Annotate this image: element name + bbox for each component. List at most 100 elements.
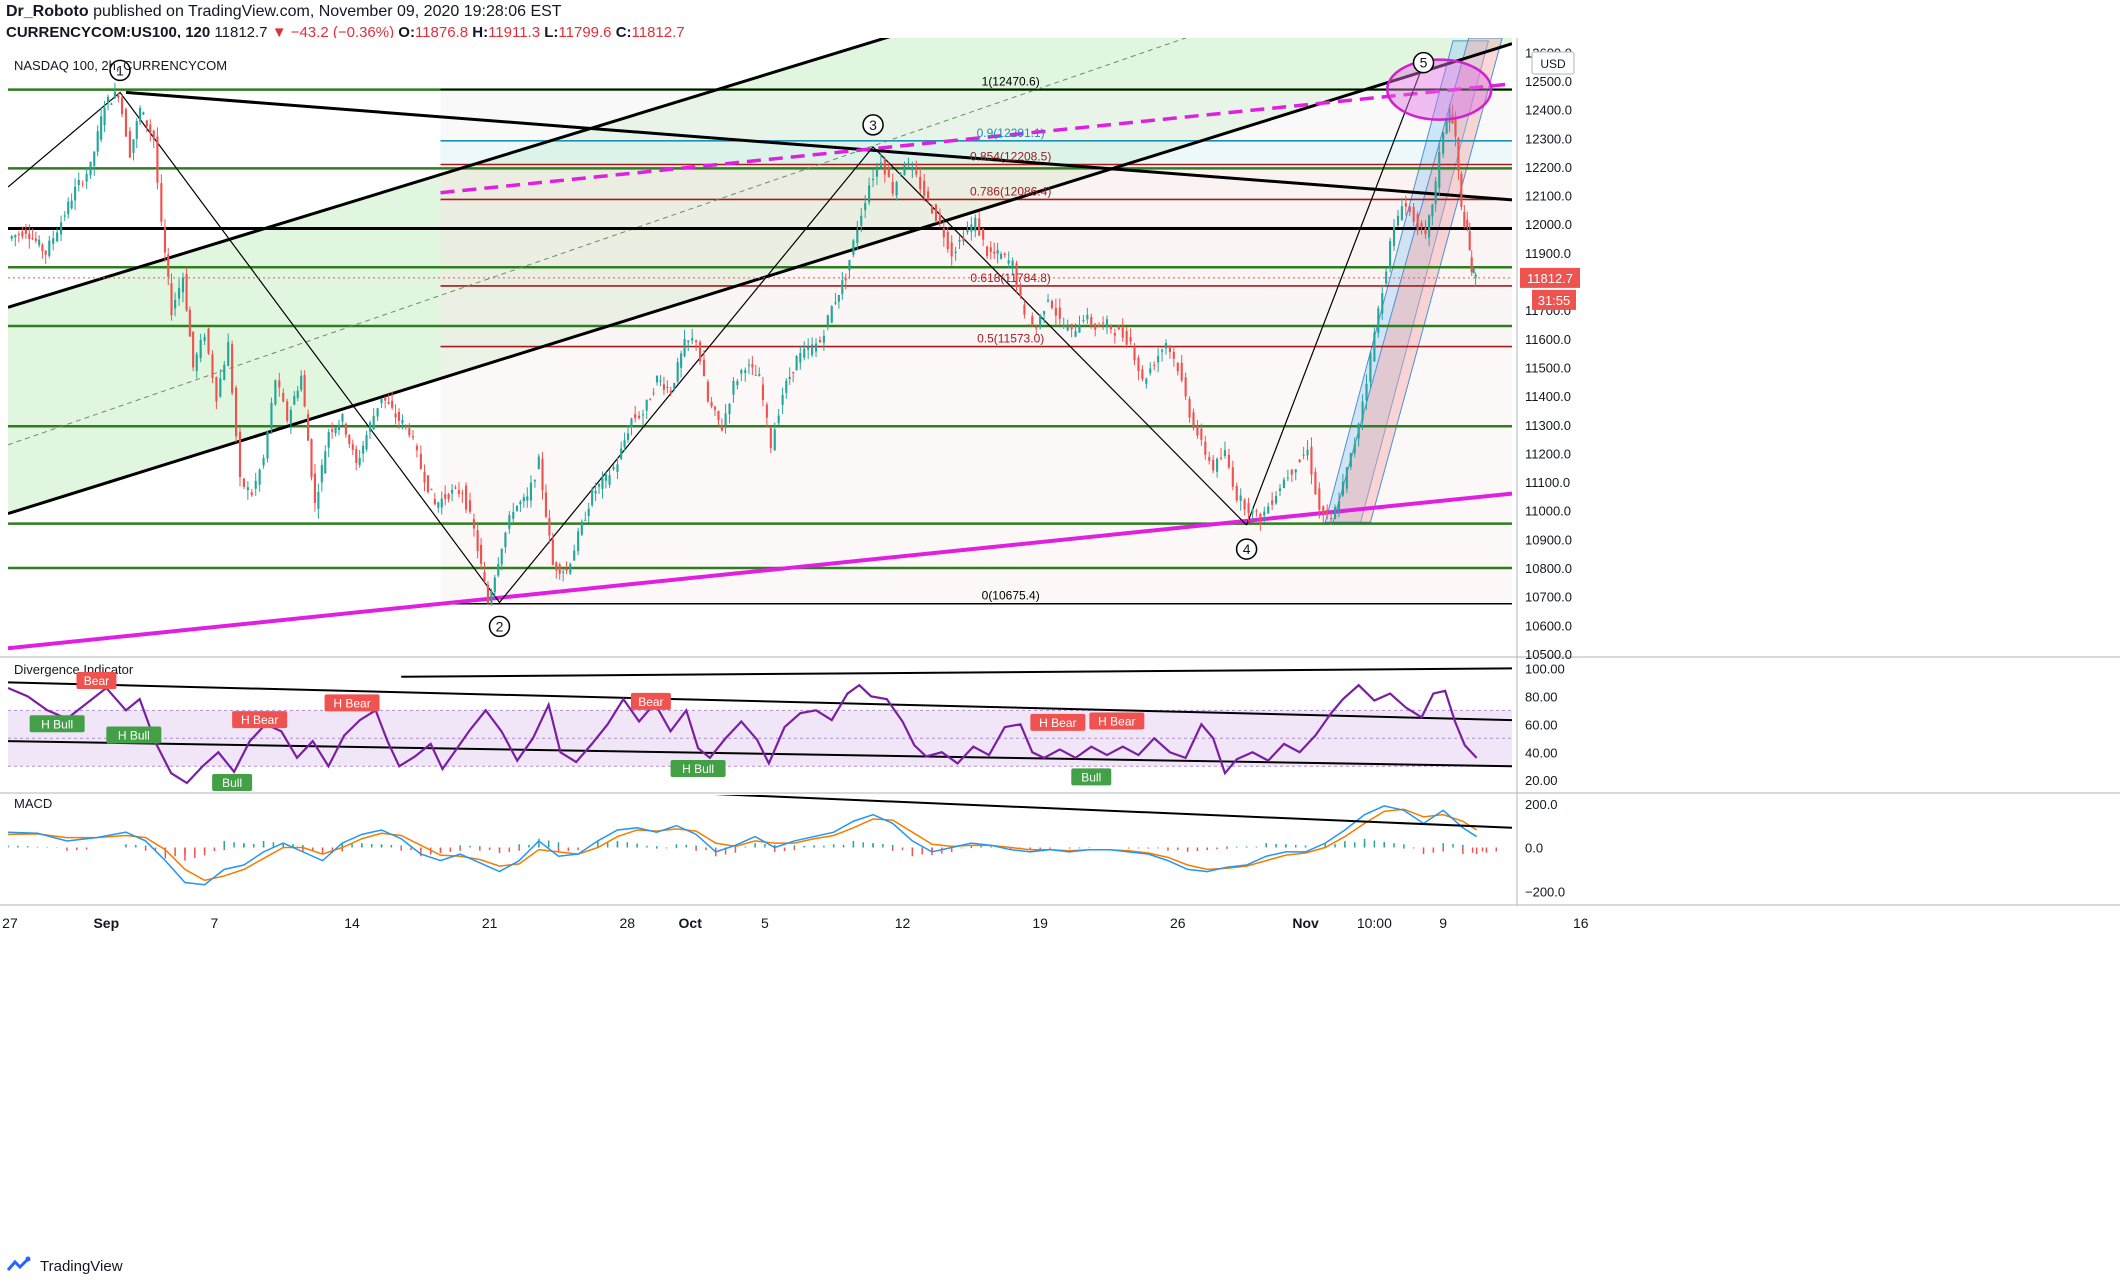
candle-body (500, 549, 503, 565)
candle-body (580, 521, 583, 535)
candle-body (1470, 257, 1473, 273)
candle-body (113, 91, 116, 98)
candle-body (1381, 293, 1384, 314)
candle-body (1094, 323, 1097, 330)
candle-body (1188, 398, 1191, 418)
candle-body (1243, 499, 1246, 510)
candle-body (736, 381, 739, 386)
candle-body (577, 531, 580, 552)
candle-body (1318, 488, 1321, 510)
candle-body (1219, 457, 1223, 459)
macd-tick-label: 200.0 (1525, 797, 1558, 812)
candle-body (1101, 322, 1105, 324)
candle-body (950, 242, 953, 257)
candle-body (426, 475, 430, 493)
candle-body (1200, 428, 1203, 440)
candle-body (472, 519, 476, 529)
candle-body (199, 339, 202, 359)
candle-body (266, 431, 269, 459)
time-tick-label: 19 (1032, 915, 1048, 931)
candle-body (170, 283, 173, 316)
candle-body (1168, 346, 1171, 353)
symbol-name[interactable]: CURRENCYCOM:US100, 120 (6, 24, 211, 41)
candle-body (1404, 202, 1407, 207)
candle-body (124, 109, 128, 137)
candle-body (110, 103, 113, 105)
countdown-badge (1532, 289, 1576, 310)
candle-body (1208, 456, 1211, 461)
candle-body (732, 380, 735, 395)
candle-body (662, 384, 665, 390)
candle-body (1031, 316, 1034, 325)
candle-body (227, 341, 230, 367)
candle-body (56, 232, 59, 242)
candle-body (852, 240, 855, 255)
candle-body (691, 338, 694, 341)
candle-body (713, 406, 717, 410)
price-tick-label: 11400.0 (1525, 389, 1571, 404)
candle-body (317, 492, 320, 509)
candle-body (89, 161, 92, 176)
footer-brand[interactable]: TradingView (40, 1257, 123, 1275)
wave-label: 4 (1243, 541, 1251, 557)
candle-body (1322, 506, 1325, 516)
candle-body (891, 181, 894, 194)
candle-body (1349, 453, 1352, 467)
candle-body (830, 306, 833, 323)
candle-body (591, 488, 594, 506)
currency-label: USD (1540, 57, 1566, 71)
candle-body (391, 400, 394, 408)
fib-label: 0.854(12208.5) (970, 149, 1051, 163)
candle-body (117, 95, 120, 98)
candle-body (341, 413, 344, 422)
candle-body (1442, 132, 1445, 154)
divergence-label-badge (324, 694, 380, 712)
divergence-label: H Bull (41, 717, 73, 731)
tradingview-logo-icon[interactable] (6, 1256, 34, 1276)
candle-body (1164, 342, 1168, 349)
candle-body (1353, 443, 1356, 454)
trendline (8, 38, 891, 309)
candle-body (1282, 479, 1286, 489)
candle-body (1263, 511, 1266, 516)
divergence-label-badge (1030, 713, 1086, 731)
candle-body (1121, 327, 1124, 338)
candle-body (1466, 219, 1469, 228)
candle-body (883, 158, 886, 175)
trendline (125, 90, 1512, 202)
candle-body (167, 254, 170, 277)
macd-title: MACD (14, 796, 52, 811)
divergence-label: H Bear (1098, 715, 1135, 729)
fib-label: 0.618(11784.8) (970, 271, 1051, 285)
rsi-tick-label: 100.00 (1525, 661, 1565, 676)
wave-marker (862, 114, 884, 136)
time-tick-label: 26 (1170, 915, 1186, 931)
candle-body (706, 381, 709, 402)
candle-body (24, 229, 27, 234)
candle-body (680, 353, 683, 368)
publisher-name[interactable]: Dr_Roboto (6, 3, 89, 20)
candle-body (181, 277, 185, 293)
candle-body (1392, 226, 1396, 246)
candle-body (300, 375, 303, 390)
candle-body (223, 364, 226, 381)
candle-body (444, 494, 447, 499)
price-tick-label: 10600.0 (1525, 618, 1572, 633)
open-value: 11876.8 (414, 24, 469, 41)
candle-body (942, 228, 945, 238)
last-price-label: 11812.7 (1527, 271, 1573, 286)
target-ellipse (1386, 58, 1493, 121)
candle-body (1153, 364, 1156, 366)
candle-body (695, 340, 698, 343)
candle-body (724, 413, 727, 425)
candle-body (1431, 204, 1434, 217)
candle-body (946, 231, 949, 250)
candle-body (163, 227, 167, 253)
price-tick-label: 10800.0 (1525, 561, 1572, 576)
candle-body (962, 238, 965, 242)
rsi-tick-label: 60.00 (1525, 717, 1558, 732)
published-text: published on TradingView.com, November 0… (93, 3, 562, 20)
candle-body (207, 328, 210, 354)
time-tick-label: 14 (344, 915, 360, 931)
